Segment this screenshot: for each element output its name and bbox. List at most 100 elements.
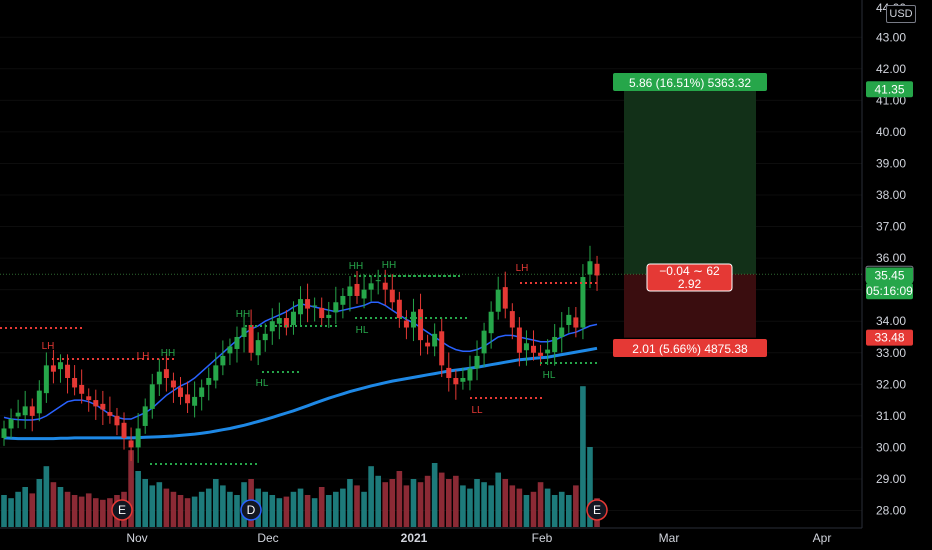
swing-label: HH xyxy=(161,348,175,359)
countdown-tag: 05:16:09 xyxy=(866,284,913,298)
candle-body xyxy=(269,321,275,332)
price-tick-label: 38.00 xyxy=(876,188,906,202)
candle-body xyxy=(178,387,183,397)
volume-bar xyxy=(523,495,530,527)
candle-body xyxy=(488,311,494,334)
candle-body xyxy=(121,422,127,438)
volume-bar xyxy=(551,495,558,527)
volume-bar xyxy=(290,491,297,527)
volume-bar xyxy=(50,482,57,527)
candle-body xyxy=(43,365,49,394)
swing-label: LH xyxy=(137,351,150,362)
candle-body xyxy=(135,428,141,448)
volume-bar xyxy=(530,491,537,527)
candle-body xyxy=(185,394,191,404)
volume-bar xyxy=(283,496,290,527)
candle-body xyxy=(206,377,212,385)
risk-reward-line2: 2.92 xyxy=(678,277,702,291)
dividend-marker-circle[interactable] xyxy=(240,499,262,521)
candle-body xyxy=(128,440,134,448)
time-axis[interactable]: Nov Dec 2021 Feb Mar Apr xyxy=(126,531,831,545)
time-tick-label: Nov xyxy=(126,531,147,545)
candle-body xyxy=(305,299,311,309)
long-position-tool[interactable] xyxy=(0,89,862,338)
volume-bar xyxy=(417,482,424,527)
candle-body xyxy=(538,352,544,356)
volume-bar xyxy=(573,485,579,527)
earnings-marker[interactable]: E xyxy=(586,499,608,521)
swing-label: HH xyxy=(349,261,363,272)
price-tick-label: 43.00 xyxy=(876,30,906,44)
candle-body xyxy=(573,317,579,328)
volume-bars xyxy=(1,386,600,527)
candle-body xyxy=(460,377,466,382)
candle-body xyxy=(340,295,346,305)
volume-bar xyxy=(410,479,417,527)
earnings-marker-letter: E xyxy=(593,503,601,517)
earnings-marker-circle[interactable] xyxy=(586,499,608,521)
candle-body xyxy=(552,336,558,353)
dividend-marker[interactable]: D xyxy=(240,499,262,521)
volume-bar xyxy=(558,491,565,527)
candle-body xyxy=(22,406,28,416)
candle-body xyxy=(425,342,431,347)
volume-bar xyxy=(488,485,494,527)
profit-zone[interactable] xyxy=(624,89,756,275)
earnings-marker[interactable]: E xyxy=(111,499,133,521)
candle-body xyxy=(545,349,551,354)
price-axis[interactable]: 44.0043.0042.0041.0040.0039.0038.0037.00… xyxy=(865,1,914,518)
earnings-marker-circle[interactable] xyxy=(111,499,133,521)
earnings-marker-letter: E xyxy=(118,503,126,517)
volume-bar xyxy=(142,479,148,527)
candle-body xyxy=(283,318,289,328)
candle-body xyxy=(86,396,92,401)
last-price-tag-bg xyxy=(866,267,913,284)
target-price-tag-bg xyxy=(866,81,913,98)
candle-body xyxy=(142,406,148,426)
candle-body xyxy=(29,406,35,416)
price-tick-label: 28.00 xyxy=(876,504,906,518)
stop-price-tag-bg xyxy=(866,329,913,346)
candle-body xyxy=(432,333,438,347)
candle-body xyxy=(439,331,445,366)
volume-bar xyxy=(587,447,593,527)
candle-body xyxy=(403,320,409,328)
candle-body xyxy=(347,286,353,296)
price-tick-label: 34.00 xyxy=(876,314,906,328)
candle-body xyxy=(8,419,14,429)
candle-body xyxy=(467,368,473,381)
candle-body xyxy=(156,371,162,385)
time-tick-label: Dec xyxy=(257,531,278,545)
volume-bar xyxy=(107,498,113,527)
volume-bar xyxy=(149,485,156,527)
swing-label: HL xyxy=(256,378,269,389)
volume-bar xyxy=(509,485,516,527)
candle-body xyxy=(361,289,367,299)
volume-bar xyxy=(213,479,219,527)
candle-body xyxy=(149,384,155,409)
volume-bar xyxy=(382,482,389,527)
swing-label: LH xyxy=(516,263,529,274)
swing-label: HL xyxy=(356,325,369,336)
candle-body xyxy=(559,327,565,337)
target-stats-label: 5.86 (16.51%) 5363.32 xyxy=(629,76,751,90)
currency-button[interactable]: USD xyxy=(886,5,916,23)
candle-body xyxy=(213,365,219,381)
volume-bar xyxy=(325,495,332,527)
price-tick-label: 33.00 xyxy=(876,346,906,360)
candle-body xyxy=(389,289,395,303)
volume-bar xyxy=(375,475,381,527)
candle-body xyxy=(382,282,388,290)
volume-bar xyxy=(396,471,403,527)
volume-bar xyxy=(15,491,21,527)
volume-bar xyxy=(170,491,177,527)
candle-body xyxy=(587,261,593,275)
candle-body xyxy=(410,311,416,328)
candle-body xyxy=(199,387,205,397)
candle-body xyxy=(368,283,374,290)
volume-bar xyxy=(403,485,410,527)
candle-body xyxy=(326,314,332,319)
candle-body xyxy=(516,327,522,353)
